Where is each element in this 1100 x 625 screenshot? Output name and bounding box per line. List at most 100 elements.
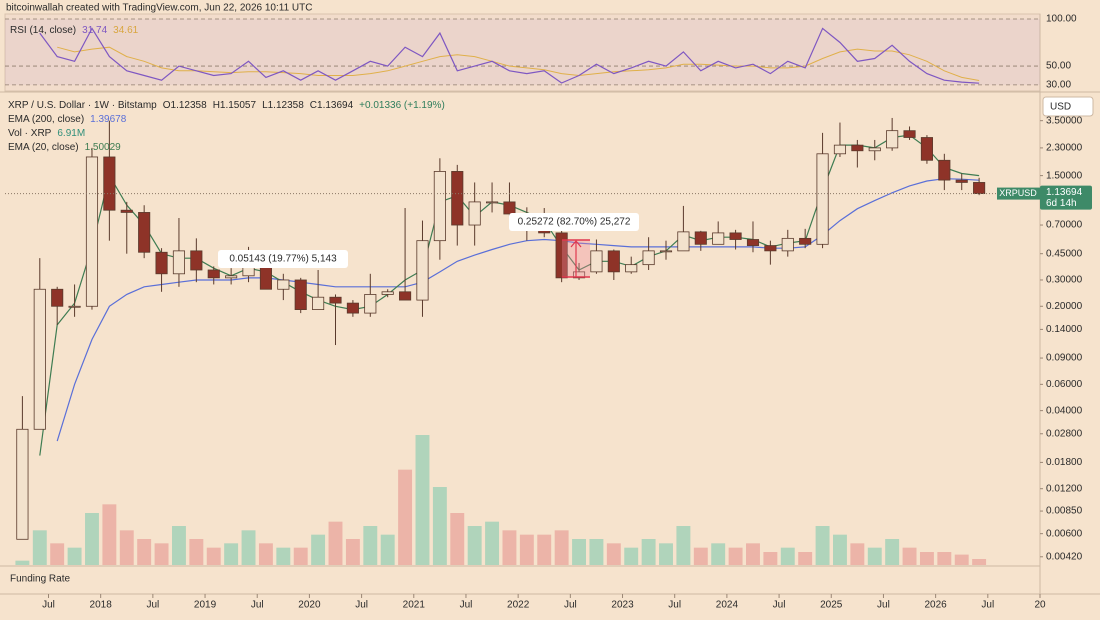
ohlc-close: C1.13694 xyxy=(310,100,354,111)
volume-bar xyxy=(763,552,778,565)
candle-body xyxy=(207,269,220,279)
candle-body xyxy=(503,201,516,215)
currency-box[interactable] xyxy=(1042,96,1094,117)
volume-bar xyxy=(32,530,47,565)
header-title: bitcoinwallah created with TradingView.c… xyxy=(6,3,312,14)
candle-body xyxy=(468,201,481,226)
tag-price: 1.13694 xyxy=(1046,187,1083,198)
candle-body xyxy=(433,171,446,242)
candle-body xyxy=(938,159,951,181)
candle-body xyxy=(659,250,673,253)
x-tick-label: 20 xyxy=(1034,600,1046,611)
x-tick-label: 2025 xyxy=(820,600,843,611)
candle-body xyxy=(886,130,899,149)
volume-bar xyxy=(206,547,221,565)
x-tick-label: Jul xyxy=(355,600,368,611)
volume-bar xyxy=(241,530,256,565)
candle-body xyxy=(138,212,151,253)
volume-bar xyxy=(798,552,813,565)
volume-bar xyxy=(554,530,569,565)
volume-bar xyxy=(676,526,691,565)
plot-area: Jul 2018 Jul 2019 Jul 2020 Jul 2021 Jul 2022 Jul 20… xyxy=(5,14,1083,611)
currency-label[interactable]: USD xyxy=(1050,102,1071,113)
volume-bar xyxy=(867,547,882,565)
volume-bar xyxy=(833,534,847,565)
header-bar xyxy=(0,0,1100,14)
candle-body xyxy=(746,239,760,246)
volume-bar xyxy=(711,543,726,565)
ema20-name: EMA (20, close) xyxy=(8,142,79,153)
volume-bar xyxy=(659,543,673,565)
annotation: 0.05143 (19.77%) 5,143 xyxy=(229,254,337,265)
candle-body xyxy=(607,250,620,273)
x-tick-label: 2024 xyxy=(716,600,739,611)
candle-body xyxy=(920,137,933,161)
volume-bar xyxy=(502,530,517,565)
volume-bar xyxy=(693,547,708,565)
candle-body xyxy=(85,156,99,307)
candle-body xyxy=(642,250,655,266)
volume-bar xyxy=(537,534,552,565)
x-tick-label: 2022 xyxy=(507,600,530,611)
candle-body xyxy=(312,296,325,310)
y-tick-label: 0.00420 xyxy=(1046,551,1083,562)
candle-body xyxy=(225,275,238,279)
volume-bar xyxy=(258,543,273,565)
candle-body xyxy=(590,250,603,273)
tag-price-box xyxy=(1040,185,1092,210)
volume-bar xyxy=(485,521,500,565)
volume-bar xyxy=(293,547,308,565)
volume-bar xyxy=(328,521,343,565)
candle-body xyxy=(416,240,429,301)
volume-bar xyxy=(102,504,117,565)
symbol-label: XRP / U.S. Dollar · 1W · Bitstamp xyxy=(8,100,157,111)
volume-bar xyxy=(972,559,987,565)
volume-bar xyxy=(641,539,656,565)
rsi-name: RSI (14, close) xyxy=(10,25,76,36)
y-tick-label: 0.14000 xyxy=(1046,324,1083,335)
y-tick-label: 0.70000 xyxy=(1046,220,1083,231)
rsi-band xyxy=(5,18,1040,85)
candle-body xyxy=(346,302,359,314)
rsi-tick-label: 100.00 xyxy=(1046,14,1077,25)
volume-bar xyxy=(467,526,482,565)
candle-body xyxy=(712,232,725,245)
rsi-value: 31.74 xyxy=(82,25,107,36)
tag-countdown: 6d 14h xyxy=(1046,198,1077,209)
x-tick-label: Jul xyxy=(460,600,473,611)
candle-body xyxy=(572,271,586,279)
y-tick-label: 0.02800 xyxy=(1046,428,1083,439)
x-tick-label: Jul xyxy=(668,600,681,611)
candle-body xyxy=(277,279,290,290)
candle-body xyxy=(955,179,968,183)
candle-body xyxy=(16,428,29,540)
volume-bar xyxy=(311,534,326,565)
y-tick-label: 0.09000 xyxy=(1046,353,1083,364)
volume-value: 6.91M xyxy=(57,128,85,139)
ohlc-open: O1.12358 xyxy=(163,100,207,111)
x-tick-label: Jul xyxy=(773,600,786,611)
volume-bar xyxy=(432,487,447,565)
volume-bar xyxy=(954,554,969,565)
candle-body xyxy=(764,245,777,252)
candle-body xyxy=(103,156,116,211)
rsi-tick-label: 50.00 xyxy=(1046,61,1071,72)
volume-bar xyxy=(589,539,604,565)
volume-bar xyxy=(363,526,378,565)
volume-bar xyxy=(815,526,830,565)
candle-body xyxy=(451,171,464,226)
x-tick-label: Jul xyxy=(146,600,159,611)
volume-bar xyxy=(67,547,82,565)
y-tick-label: 2.30000 xyxy=(1046,143,1083,154)
y-tick-label: 0.01800 xyxy=(1046,457,1083,468)
candle-body xyxy=(172,250,186,275)
measure-arrowhead xyxy=(570,240,582,248)
x-tick-label: 2026 xyxy=(925,600,948,611)
x-tick-label: 2023 xyxy=(611,600,634,611)
volume-bar xyxy=(450,513,465,565)
candle-body xyxy=(33,288,46,430)
candle-body xyxy=(833,144,847,155)
candle-body xyxy=(625,264,638,273)
